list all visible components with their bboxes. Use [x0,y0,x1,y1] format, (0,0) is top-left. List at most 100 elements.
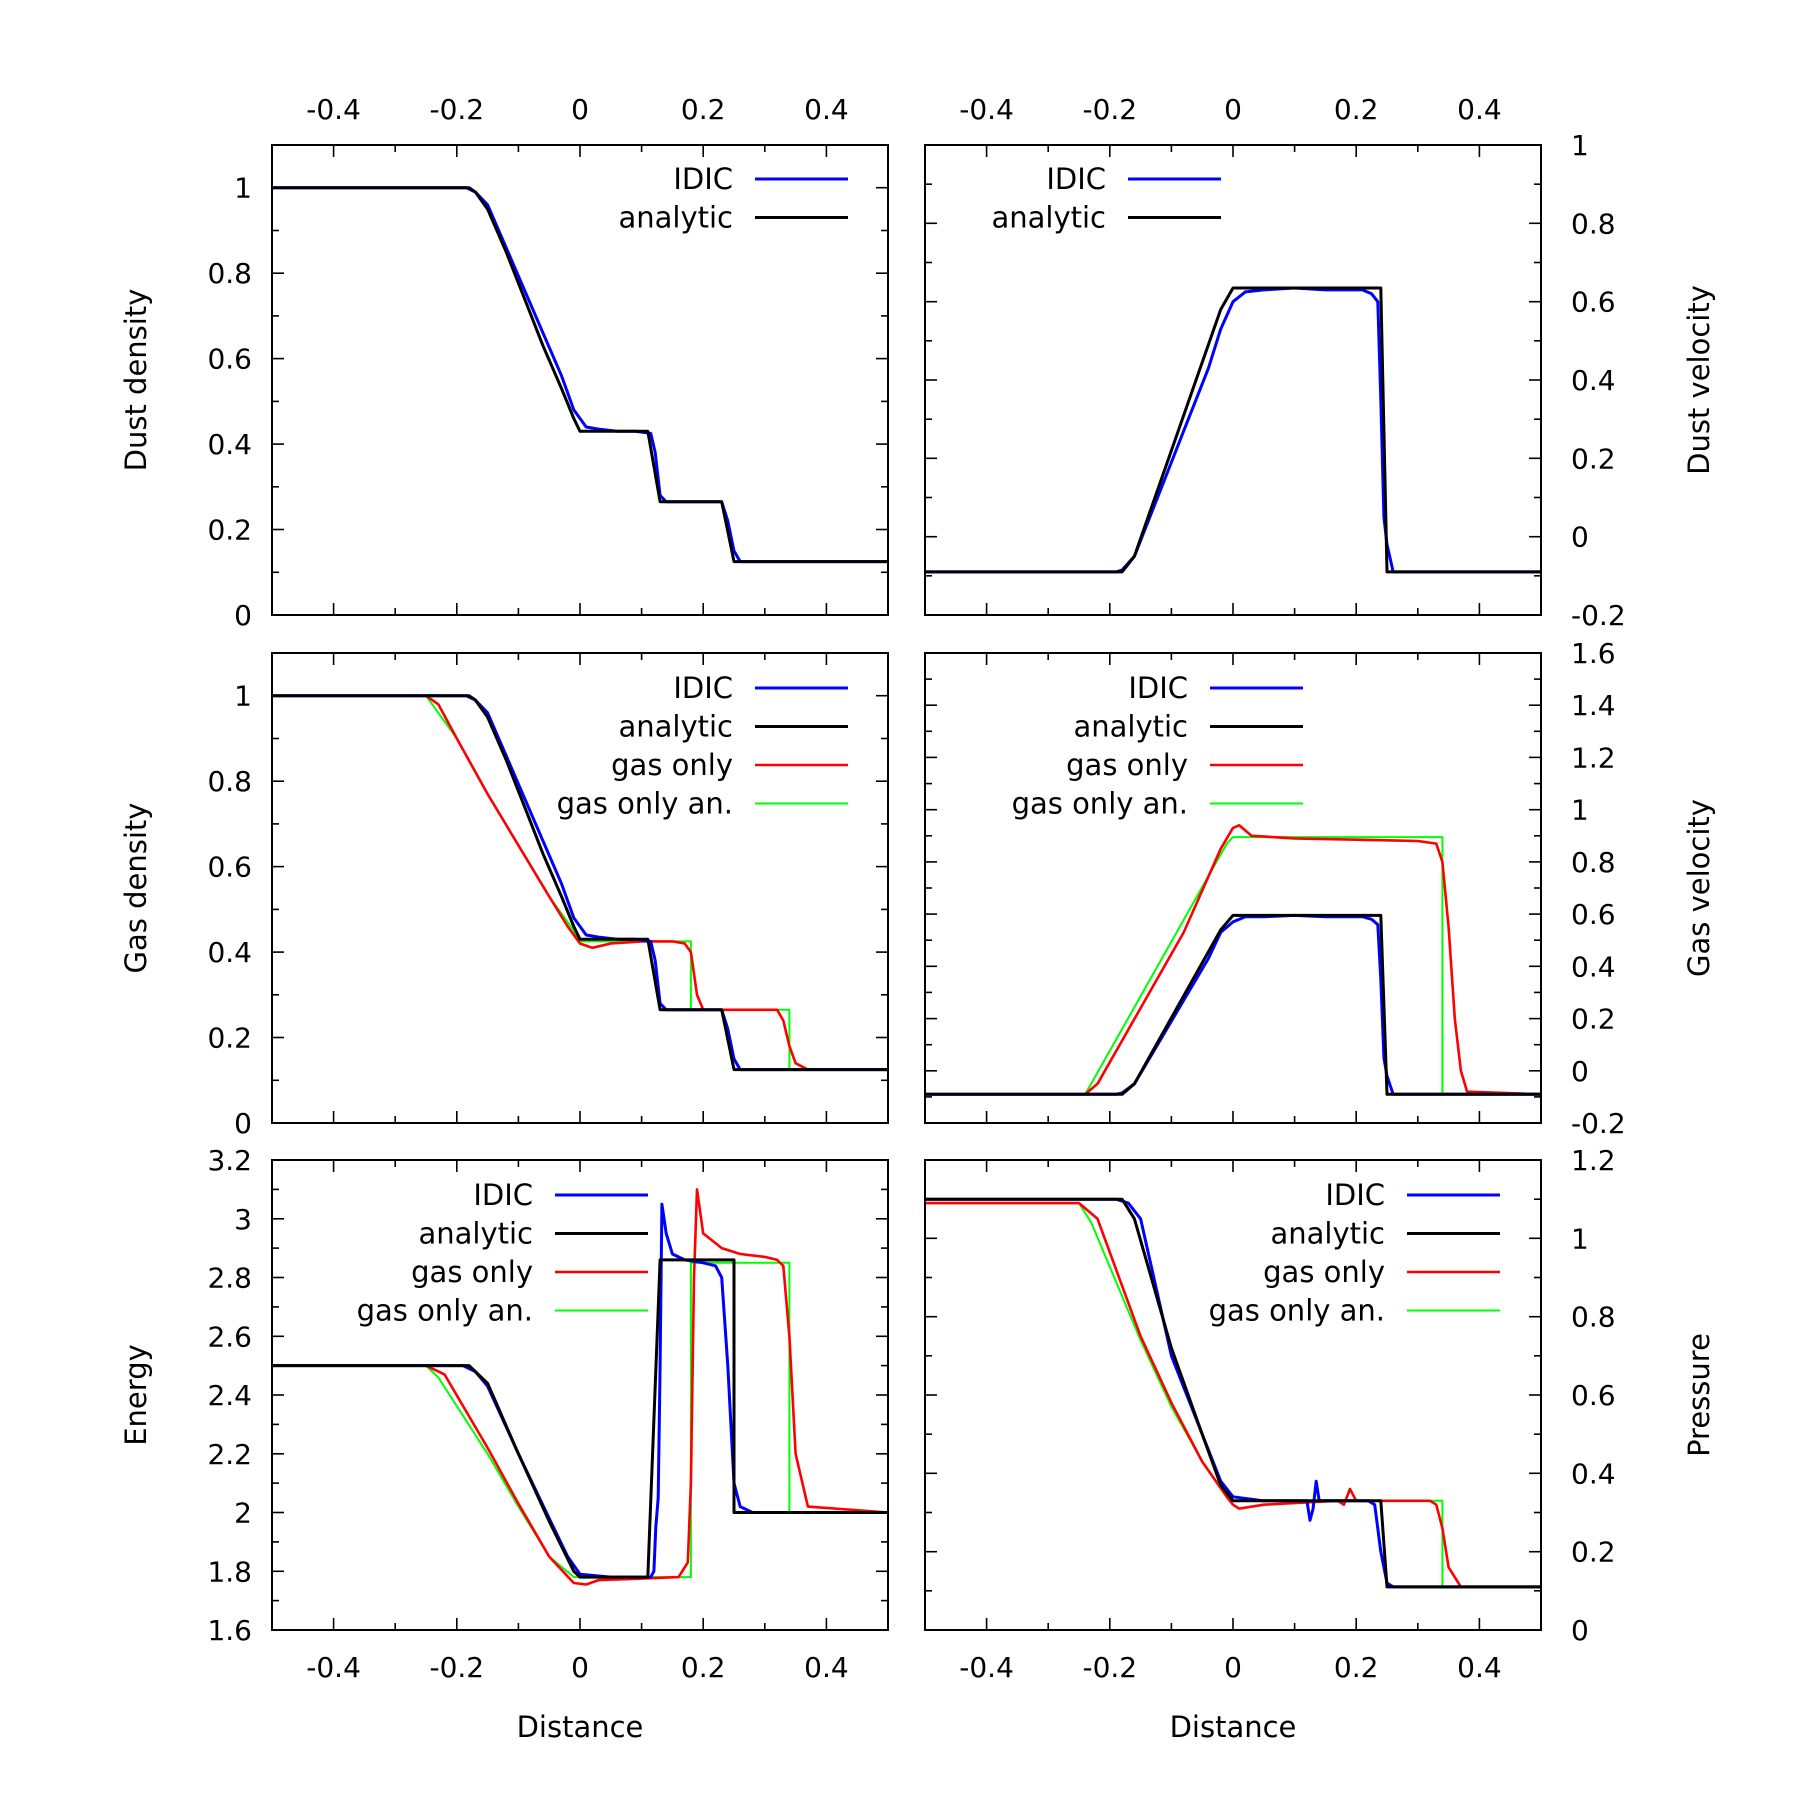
energy-frame [271,1159,889,1631]
gas-velocity-ytick-label: 0.4 [1571,950,1616,983]
pressure-legend-label-idic: IDIC [1325,1178,1385,1212]
dust-velocity-ytick-label: -0.2 [1571,599,1626,632]
pressure-xtick-label-bottom: -0.2 [1082,1651,1137,1684]
gas-density-series-gas-only-an [272,694,888,1071]
gas-density-legend-label-gas-only: gas only [611,748,733,782]
gas-density-series-group [272,694,888,1072]
energy-xtick-label-bottom: -0.4 [306,1651,361,1684]
dust-density-legend: IDIC analytic [618,162,848,235]
pressure-xlabel: Distance [1170,1710,1297,1744]
dust-density-frame [271,144,889,616]
gas-density-series-idic [272,694,888,1072]
dust-density-xtick-label-top: 0.2 [681,93,726,126]
gas-density-legend-label-idic: IDIC [673,671,733,705]
energy-ytick-label: 2.2 [207,1438,252,1471]
dust-velocity-xtick-label-top: -0.4 [959,93,1014,126]
gas-velocity-legend-label-gas-only-an: gas only an. [1012,787,1188,821]
energy-panel: -0.4 -0.2 0 0.2 0.4 1.6 1.8 2 2.2 2.4 2.6 2.8 3 3.2 En… [119,1144,889,1744]
dust-velocity-legend-label-analytic: analytic [991,201,1106,235]
dust-density-ytick-label: 1 [234,172,252,205]
energy-ytick-label: 2 [234,1497,252,1530]
dust-density-xtick-label-top: -0.4 [306,93,361,126]
energy-ytick-label: 2.4 [207,1379,252,1412]
pressure-panel: -0.4 -0.2 0 0.2 0.4 0 0.2 0.4 0.6 0.8 1 1.2 Pressure… [924,1144,1716,1744]
pressure-ylabel: Pressure [1682,1333,1716,1457]
energy-legend-label-analytic: analytic [418,1217,533,1251]
pressure-series-idic [925,1197,1541,1589]
dust-velocity-series-idic [925,286,1541,574]
gas-density-series-gas-only [272,694,888,1071]
energy-series-gas-only [272,1188,888,1586]
dust-density-ylabel: Dust density [119,289,153,472]
energy-series-idic [272,1202,888,1579]
energy-series-gas-only-an [272,1261,888,1579]
dust-density-series-group [272,186,888,564]
pressure-xtick-label-bottom: 0 [1224,1651,1242,1684]
pressure-xtick-label-bottom: 0.2 [1334,1651,1379,1684]
gas-density-legend: IDIC analytic gas only gas only an. [557,671,848,821]
energy-xtick-label-bottom: 0.2 [681,1651,726,1684]
gas-velocity-legend-label-idic: IDIC [1128,671,1188,705]
pressure-series-gas-only [925,1201,1541,1589]
dust-density-legend-label-analytic: analytic [618,201,733,235]
gas-velocity-ytick-label: 0.6 [1571,898,1616,931]
dust-density-xtick-label-top: 0 [571,93,589,126]
gas-velocity-series-gas-only [925,823,1541,1096]
gas-velocity-ytick-label: 0.2 [1571,1003,1616,1036]
dust-density-ytick-label: 0.4 [207,428,252,461]
dust-density-series-analytic [272,186,888,564]
energy-xtick-label-bottom: 0.4 [804,1651,849,1684]
gas-velocity-panel: -0.2 0 0.2 0.4 0.6 0.8 1 1.2 1.4 1.6 Gas velocity I… [924,637,1716,1140]
gas-density-ytick-label: 0.6 [207,851,252,884]
dust-velocity-panel: -0.4 -0.2 0 0.2 0.4 -0.2 0 0.2 0.4 0.6 0.8 1 Dust ve… [924,93,1716,632]
gas-density-ytick-label: 0.4 [207,936,252,969]
pressure-legend-label-gas-only-an: gas only an. [1209,1294,1385,1328]
dust-density-xtick-label-top: 0.4 [804,93,849,126]
gas-density-ytick-label: 0 [234,1107,252,1140]
gas-velocity-series-gas-only-an [925,836,1541,1096]
dust-velocity-ytick-label: 0.2 [1571,442,1616,475]
gas-velocity-legend-label-analytic: analytic [1073,710,1188,744]
gas-velocity-ytick-label: 0.8 [1571,846,1616,879]
dust-density-series-idic [272,186,888,564]
gas-density-frame [271,652,889,1124]
gas-velocity-ytick-label: -0.2 [1571,1107,1626,1140]
energy-legend-label-idic: IDIC [473,1178,533,1212]
gas-velocity-series-analytic [925,913,1541,1096]
dust-density-panel: -0.4 -0.2 0 0.2 0.4 0 0.2 0.4 0.6 0.8 1 Dust densit… [119,93,889,632]
dust-density-legend-label-idic: IDIC [673,162,733,196]
energy-legend: IDIC analytic gas only gas only an. [357,1178,648,1328]
gas-velocity-frame [924,652,1542,1124]
pressure-legend-label-gas-only: gas only [1263,1255,1385,1289]
gas-velocity-ytick-label: 1 [1571,794,1589,827]
pressure-xtick-label-bottom: -0.4 [959,1651,1014,1684]
pressure-ytick-label: 0.2 [1571,1536,1616,1569]
gas-velocity-ytick-label: 1.2 [1571,741,1616,774]
energy-legend-label-gas-only-an: gas only an. [357,1294,533,1328]
pressure-series-group [925,1197,1541,1589]
dust-velocity-xtick-label-top: 0.4 [1457,93,1502,126]
gas-velocity-ytick-label: 1.6 [1571,637,1616,670]
gas-density-ytick-label: 0.2 [207,1022,252,1055]
dust-density-ytick-label: 0.2 [207,514,252,547]
energy-ylabel: Energy [119,1344,153,1446]
energy-ytick-label: 2.6 [207,1320,252,1353]
dust-density-ytick-label: 0.6 [207,343,252,376]
energy-series-group [272,1188,888,1586]
energy-legend-label-gas-only: gas only [411,1255,533,1289]
energy-ytick-label: 1.8 [207,1555,252,1588]
pressure-xtick-label-bottom: 0.4 [1457,1651,1502,1684]
dust-velocity-legend-label-idic: IDIC [1046,162,1106,196]
dust-density-xtick-label-top: -0.2 [429,93,484,126]
dust-velocity-ytick-label: 0.8 [1571,207,1616,240]
dust-velocity-xtick-label-top: -0.2 [1082,93,1137,126]
pressure-ytick-label: 1 [1571,1222,1589,1255]
gas-density-series-analytic [272,694,888,1072]
dust-velocity-ylabel: Dust velocity [1682,285,1716,475]
pressure-legend: IDIC analytic gas only gas only an. [1209,1178,1500,1328]
dust-velocity-ytick-label: 0.6 [1571,286,1616,319]
energy-xtick-label-bottom: -0.2 [429,1651,484,1684]
gas-density-legend-label-gas-only-an: gas only an. [557,787,733,821]
energy-ytick-label: 3.2 [207,1144,252,1177]
dust-velocity-legend: IDIC analytic [991,162,1221,235]
